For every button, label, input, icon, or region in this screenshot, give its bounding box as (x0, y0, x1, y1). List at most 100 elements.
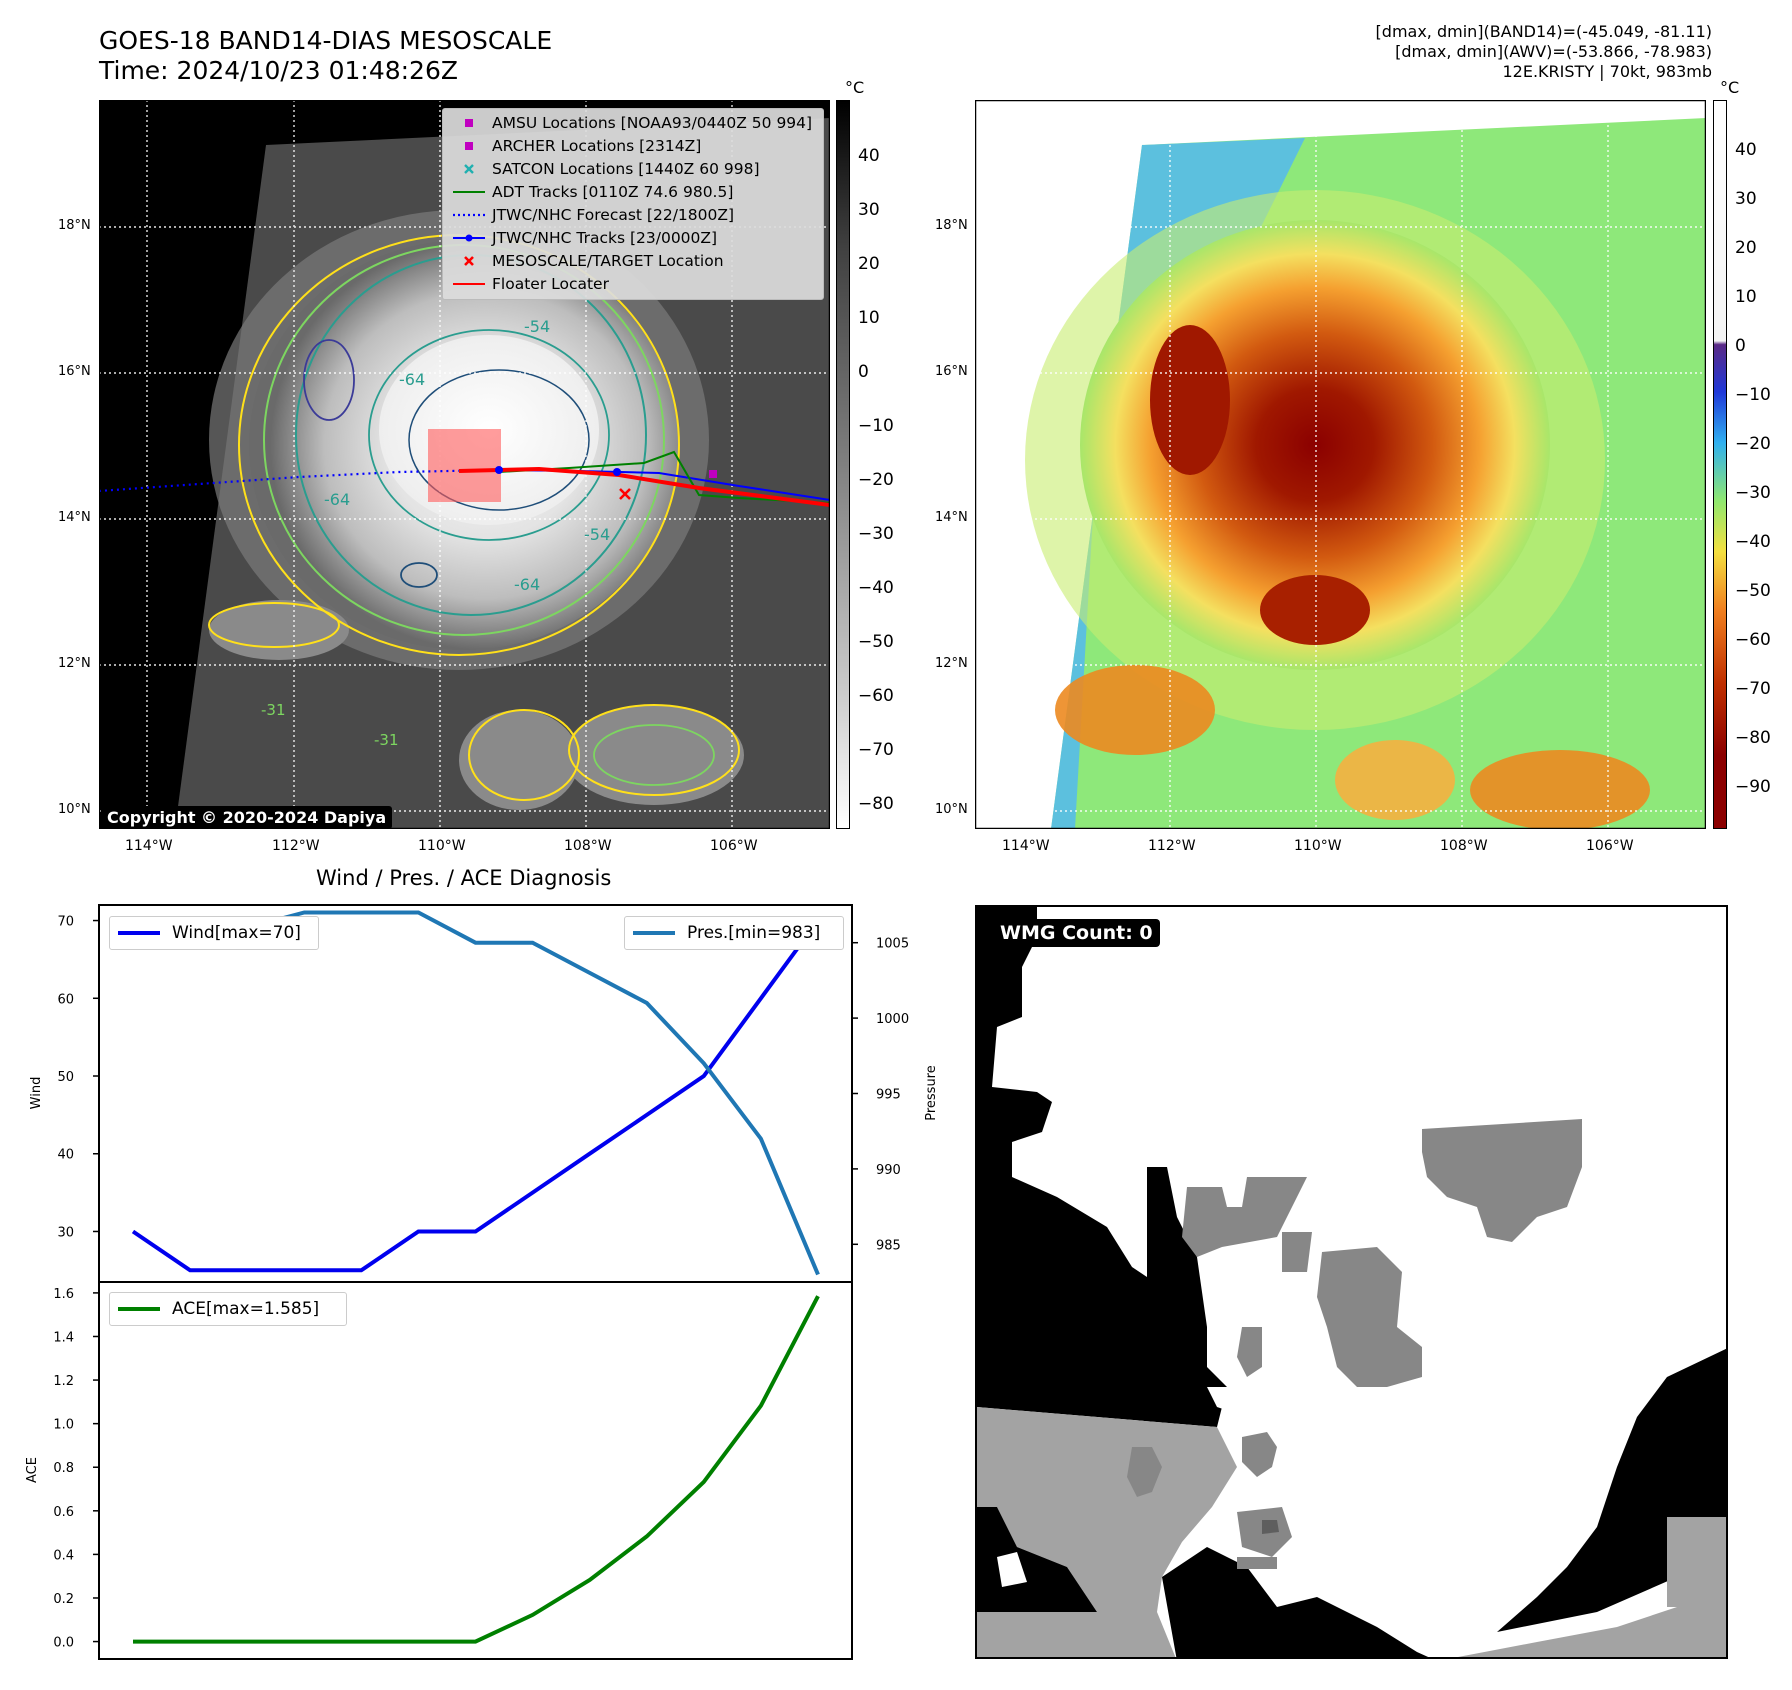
axis-tick-label: 0.2 (53, 1592, 74, 1607)
lat-label: 16°N (935, 364, 968, 379)
copyright-label: Copyright © 2020-2024 Dapiya (101, 806, 393, 829)
lon-label: 108°W (564, 838, 612, 854)
gray-colorbar-unit: °C (845, 78, 865, 97)
lon-label: 110°W (418, 838, 466, 854)
colorbar-tick: 0 (1735, 336, 1746, 356)
pressure-legend: Pres.[min=983] (624, 916, 844, 950)
diagnosis-title: Wind / Pres. / ACE Diagnosis (316, 866, 612, 890)
contour-label: -31 (261, 701, 286, 719)
lat-label: 18°N (935, 218, 968, 233)
colorbar-tick: −60 (1735, 630, 1771, 650)
title-line-1: GOES-18 BAND14-DIAS MESOSCALE (99, 26, 553, 55)
axis-tick-label: 1000 (876, 1012, 909, 1027)
colorbar-tick: −50 (1735, 581, 1771, 601)
ir-grayscale-map: -54 -64 -64 -64 -54 -31 -31 AMSU Locatio… (99, 100, 830, 829)
axis-tick-label: 60 (57, 992, 74, 1007)
axis-tick-label: 1005 (876, 937, 909, 952)
lat-label: 14°N (58, 510, 91, 525)
ace-legend: ACE[max=1.585] (109, 1292, 347, 1326)
contour-label: -64 (324, 490, 350, 509)
colorbar-tick: 40 (1735, 140, 1757, 160)
axis-tick-label: 40 (57, 1148, 74, 1163)
lat-label: 12°N (58, 656, 91, 671)
pressure-legend-label: Pres.[min=983] (687, 923, 821, 943)
lon-label: 114°W (1002, 838, 1050, 854)
ace-legend-label: ACE[max=1.585] (172, 1299, 320, 1319)
pressure-series-line (133, 910, 820, 1276)
wmg-count-label: WMG Count: 0 (993, 919, 1160, 947)
wmg-panel: WMG Count: 0 (975, 905, 1728, 1659)
lon-label: 108°W (1440, 838, 1488, 854)
wind-series-line (131, 919, 820, 1273)
colorbar-tick: −40 (858, 578, 894, 598)
colorbar-tick: 20 (858, 254, 880, 274)
info-line-2: [dmax, dmin](AWV)=(-53.866, -78.983) (1395, 42, 1712, 61)
colorbar-tick: −50 (858, 632, 894, 652)
color-colorbar-unit: °C (1720, 78, 1740, 97)
axis-tick-label: 70 (57, 915, 74, 930)
colorbar-tick: −80 (858, 794, 894, 814)
colorbar-tick: −20 (1735, 434, 1771, 454)
axis-tick-label: 30 (57, 1225, 74, 1240)
axis-tick-label: 1.4 (53, 1330, 74, 1345)
contour-label: -64 (399, 370, 425, 389)
colorbar-tick: −60 (858, 686, 894, 706)
axis-tick-label: 0.4 (53, 1548, 74, 1563)
contour-label: -54 (524, 317, 550, 336)
track-legend: AMSU Locations [NOAA93/0440Z 50 994] ARC… (442, 108, 824, 300)
wind-axes-frame (98, 904, 853, 1283)
axis-tick-label: 0.6 (53, 1505, 74, 1520)
contour-label: -31 (374, 731, 399, 749)
colorbar-tick: −10 (1735, 385, 1771, 405)
lon-label: 106°W (710, 838, 758, 854)
lon-label: 110°W (1294, 838, 1342, 854)
pressure-axis-label: Pressure (924, 1065, 939, 1121)
axis-tick-label: 995 (876, 1088, 901, 1103)
ace-axes-frame (98, 1281, 853, 1660)
lat-label: 18°N (58, 218, 91, 233)
gray-colorbar (836, 100, 850, 829)
axis-tick-label: 0.0 (53, 1636, 74, 1651)
lat-label: 10°N (935, 802, 968, 817)
axis-tick-label: 0.8 (53, 1461, 74, 1476)
colorbar-tick: −70 (1735, 679, 1771, 699)
info-line-1: [dmax, dmin](BAND14)=(-45.049, -81.11) (1375, 22, 1712, 41)
colorbar-tick: −90 (1735, 777, 1771, 797)
contour-label: -64 (514, 575, 540, 594)
lon-label: 106°W (1586, 838, 1634, 854)
color-colorbar (1713, 100, 1727, 829)
colorbar-tick: −80 (1735, 728, 1771, 748)
colorbar-tick: −70 (858, 740, 894, 760)
title-line-2: Time: 2024/10/23 01:48:26Z (99, 56, 458, 85)
axis-tick-label: 985 (876, 1238, 901, 1253)
lat-label: 12°N (935, 656, 968, 671)
wind-axis-label: Wind (29, 1077, 44, 1110)
colorbar-tick: 40 (858, 146, 880, 166)
lon-label: 112°W (1148, 838, 1196, 854)
colorbar-tick: −40 (1735, 532, 1771, 552)
axis-tick-label: 1.6 (53, 1287, 74, 1302)
lon-label: 114°W (125, 838, 173, 854)
colorbar-tick: −20 (858, 470, 894, 490)
axis-tick-label: 1.0 (53, 1418, 74, 1433)
axis-tick-label: 50 (57, 1070, 74, 1085)
figure-title: GOES-18 BAND14-DIAS MESOSCALE Time: 2024… (99, 26, 552, 86)
colorbar-tick: 30 (858, 200, 880, 220)
ir-color-map (975, 100, 1706, 829)
axis-tick-label: 1.2 (53, 1374, 74, 1389)
ace-axis-label: ACE (25, 1457, 40, 1483)
diagnostic-info: [dmax, dmin](BAND14)=(-45.049, -81.11) [… (1376, 22, 1712, 82)
lon-label: 112°W (272, 838, 320, 854)
colorbar-tick: −30 (1735, 483, 1771, 503)
contour-label: -54 (584, 525, 610, 544)
lat-label: 14°N (935, 510, 968, 525)
colorbar-tick: −10 (858, 416, 894, 436)
colorbar-tick: 10 (858, 308, 880, 328)
lat-label: 10°N (58, 802, 91, 817)
colorbar-tick: −30 (858, 524, 894, 544)
colorbar-tick: 10 (1735, 287, 1757, 307)
colorbar-tick: 0 (858, 362, 869, 382)
lat-label: 16°N (58, 364, 91, 379)
colorbar-tick: 30 (1735, 189, 1757, 209)
